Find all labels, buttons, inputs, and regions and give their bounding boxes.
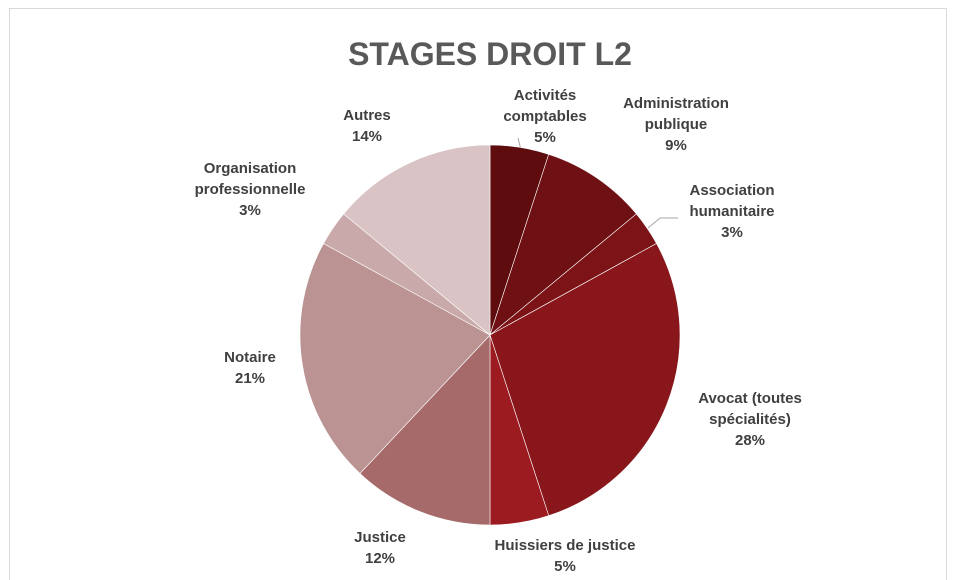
category-label: Organisation professionnelle [194, 160, 306, 198]
slice-label: Activités comptables 5% [490, 85, 600, 148]
category-label: Notaire [224, 349, 276, 366]
slice-label: Huissiers de justice 5% [465, 535, 665, 577]
category-label: Avocat (toutes spécialités) [698, 390, 802, 428]
pie-slice [489, 153, 637, 336]
slice-label: Organisation professionnelle 3% [165, 158, 335, 221]
value-label: 5% [554, 558, 576, 575]
slice-label: Avocat (toutes spécialités) 28% [680, 388, 820, 451]
chart-title: STAGES DROIT L2 [348, 36, 632, 72]
pie-slice [359, 334, 491, 526]
value-label: 28% [734, 432, 766, 449]
value-label: 14% [351, 128, 383, 145]
slice-label: Autres 14% [322, 105, 412, 147]
value-label: 3% [721, 224, 743, 241]
category-label: Association humanitaire [689, 182, 775, 220]
value-label: 5% [534, 129, 556, 146]
pie-slice [299, 243, 491, 474]
category-label: Justice [354, 529, 406, 546]
value-label: 9% [665, 137, 687, 154]
slice-label: Notaire 21% [205, 347, 295, 389]
category-label: Huissiers de justice [494, 537, 636, 554]
value-label: 12% [364, 550, 396, 567]
leader-line [647, 217, 661, 229]
pie-slice [489, 243, 681, 517]
category-label: Administration publique [623, 95, 729, 133]
pie-slice [343, 144, 491, 336]
value-label: 3% [239, 202, 261, 219]
slice-label: Association humanitaire 3% [667, 180, 797, 243]
slice-label: Justice 12% [335, 527, 425, 569]
slice-label: Administration publique 9% [601, 93, 751, 156]
value-label: 21% [234, 370, 266, 387]
category-label: Autres [343, 107, 391, 124]
category-label: Activités comptables [503, 87, 587, 125]
